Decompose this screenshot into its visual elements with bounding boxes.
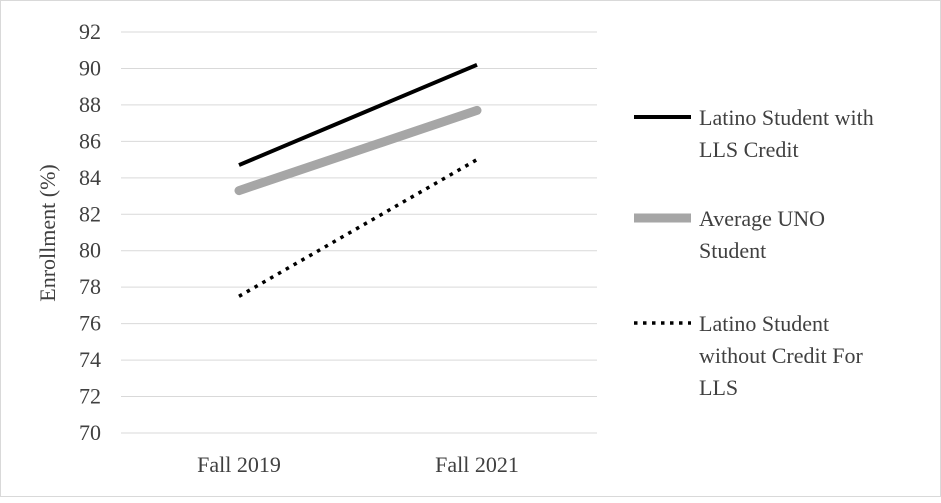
y-axis-ticks: 70 72 74 76 78 80 82 84 86 88 90 92 xyxy=(79,19,101,445)
series-line-0 xyxy=(238,62,478,167)
series-line-1 xyxy=(234,105,482,196)
y-tick-label: 86 xyxy=(79,128,101,153)
series-lines xyxy=(234,62,482,298)
x-axis-ticks: Fall 2019 Fall 2021 xyxy=(197,452,519,477)
legend-label: LLS Credit xyxy=(699,137,799,162)
legend-label: LLS xyxy=(699,375,738,400)
y-tick-label: 82 xyxy=(79,201,101,226)
y-tick-label: 76 xyxy=(79,311,101,336)
y-tick-label: 70 xyxy=(79,420,101,445)
y-tick-label: 74 xyxy=(79,347,101,372)
y-tick-label: 80 xyxy=(79,238,101,263)
legend-label: Student xyxy=(699,238,766,263)
y-tick-label: 88 xyxy=(79,92,101,117)
y-tick-label: 72 xyxy=(79,384,101,409)
y-axis-title: Enrollment (%) xyxy=(35,164,60,301)
legend: Latino Student with LLS Credit Average UNO… xyxy=(634,105,874,400)
x-tick-label: Fall 2019 xyxy=(197,452,281,477)
gridlines xyxy=(121,31,597,434)
legend-label: Latino Student xyxy=(699,311,829,336)
y-tick-label: 78 xyxy=(79,274,101,299)
series-line-2 xyxy=(238,158,478,298)
legend-label: without Credit For xyxy=(699,343,863,368)
legend-label: Average UNO xyxy=(699,206,825,231)
y-tick-label: 84 xyxy=(79,165,101,190)
legend-label: Latino Student with xyxy=(699,105,874,130)
x-tick-label: Fall 2021 xyxy=(435,452,519,477)
y-tick-label: 92 xyxy=(79,19,101,44)
y-tick-label: 90 xyxy=(79,55,101,80)
